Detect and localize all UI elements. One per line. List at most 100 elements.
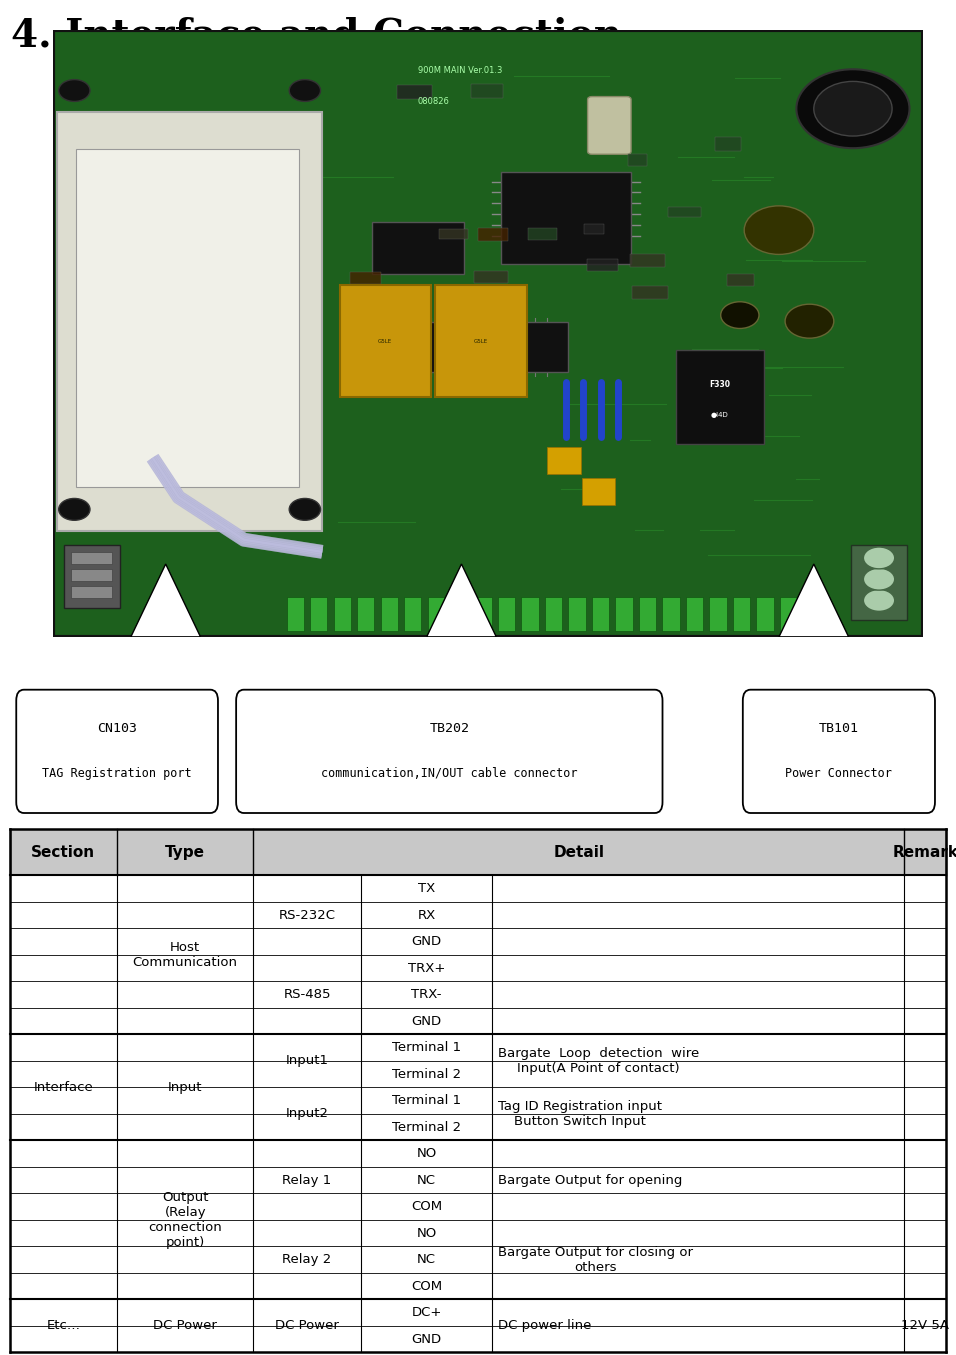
FancyBboxPatch shape (53, 30, 923, 637)
Text: TB202: TB202 (429, 722, 469, 736)
Text: Tag ID Registration input
Button Switch Input: Tag ID Registration input Button Switch … (498, 1100, 662, 1127)
FancyBboxPatch shape (632, 286, 667, 298)
FancyBboxPatch shape (528, 228, 557, 240)
Text: NO: NO (417, 1148, 437, 1160)
FancyBboxPatch shape (743, 690, 935, 813)
FancyBboxPatch shape (851, 545, 907, 619)
Text: Bargate Output for opening: Bargate Output for opening (498, 1173, 683, 1187)
FancyBboxPatch shape (588, 96, 631, 154)
Text: Terminal 2: Terminal 2 (392, 1121, 461, 1134)
Text: Etc…: Etc… (47, 1320, 80, 1332)
FancyBboxPatch shape (380, 596, 398, 631)
FancyBboxPatch shape (630, 255, 665, 267)
FancyBboxPatch shape (628, 153, 647, 165)
Circle shape (721, 302, 759, 328)
Text: Bargate Output for closing or
others: Bargate Output for closing or others (498, 1245, 693, 1274)
FancyBboxPatch shape (435, 285, 527, 397)
FancyBboxPatch shape (398, 85, 432, 99)
FancyBboxPatch shape (404, 596, 422, 631)
Circle shape (863, 568, 895, 591)
Text: CN103: CN103 (98, 722, 137, 736)
Text: DC power line: DC power line (498, 1320, 591, 1332)
Circle shape (863, 547, 895, 569)
Text: Section: Section (32, 844, 96, 860)
Text: 900M MAIN Ver.01.3: 900M MAIN Ver.01.3 (418, 66, 502, 76)
FancyBboxPatch shape (350, 272, 381, 285)
Text: TB101: TB101 (819, 722, 858, 736)
FancyBboxPatch shape (685, 596, 704, 631)
Text: DC+: DC+ (411, 1306, 442, 1318)
FancyBboxPatch shape (427, 596, 445, 631)
FancyBboxPatch shape (501, 172, 631, 263)
Text: Host
Communication: Host Communication (133, 940, 238, 969)
Text: Input: Input (168, 1081, 203, 1093)
Bar (10, 829, 946, 1352)
Text: F330: F330 (709, 381, 730, 389)
Circle shape (863, 589, 895, 611)
FancyBboxPatch shape (545, 596, 562, 631)
FancyBboxPatch shape (587, 259, 618, 271)
FancyBboxPatch shape (470, 84, 503, 98)
FancyBboxPatch shape (715, 137, 741, 150)
Circle shape (290, 499, 320, 520)
Circle shape (796, 69, 909, 148)
Text: NO: NO (417, 1226, 437, 1240)
FancyBboxPatch shape (581, 478, 616, 504)
Text: TRX-: TRX- (411, 988, 442, 1001)
FancyBboxPatch shape (57, 111, 322, 531)
Circle shape (785, 304, 834, 339)
FancyBboxPatch shape (478, 228, 509, 241)
Text: TRX+: TRX+ (408, 962, 445, 974)
Polygon shape (779, 564, 849, 637)
Text: GND: GND (411, 1015, 442, 1027)
FancyBboxPatch shape (16, 690, 218, 813)
Text: COM: COM (411, 1201, 442, 1213)
FancyBboxPatch shape (476, 322, 569, 371)
Text: NC: NC (417, 1253, 436, 1266)
Text: Input1: Input1 (286, 1054, 329, 1068)
Text: 12V 5A: 12V 5A (902, 1320, 949, 1332)
Text: RX: RX (418, 909, 436, 921)
FancyBboxPatch shape (310, 596, 328, 631)
FancyBboxPatch shape (727, 274, 753, 286)
FancyBboxPatch shape (663, 596, 680, 631)
Text: G5LE: G5LE (378, 339, 392, 344)
Text: Terminal 1: Terminal 1 (392, 1041, 461, 1054)
Text: Relay 1: Relay 1 (282, 1173, 332, 1187)
FancyBboxPatch shape (334, 596, 351, 631)
FancyBboxPatch shape (287, 596, 304, 631)
FancyBboxPatch shape (451, 596, 468, 631)
FancyBboxPatch shape (521, 596, 539, 631)
FancyBboxPatch shape (616, 596, 633, 631)
FancyBboxPatch shape (668, 207, 701, 217)
FancyBboxPatch shape (733, 596, 750, 631)
Circle shape (744, 206, 814, 255)
Text: G5LE: G5LE (473, 339, 488, 344)
Text: Terminal 2: Terminal 2 (392, 1068, 461, 1080)
Text: 4. Interface and Connection: 4. Interface and Connection (11, 16, 622, 54)
Text: GND: GND (411, 935, 442, 948)
FancyBboxPatch shape (372, 222, 464, 275)
FancyBboxPatch shape (676, 350, 764, 444)
Circle shape (814, 81, 892, 136)
Text: Terminal 1: Terminal 1 (392, 1093, 461, 1107)
Text: NC: NC (417, 1173, 436, 1187)
Text: Interface: Interface (33, 1081, 94, 1093)
Circle shape (290, 80, 320, 102)
FancyBboxPatch shape (372, 322, 464, 371)
Text: Output
(Relay
connection
point): Output (Relay connection point) (148, 1191, 222, 1249)
Text: RS-485: RS-485 (283, 988, 331, 1001)
Bar (10, 829, 946, 875)
FancyBboxPatch shape (592, 596, 609, 631)
FancyBboxPatch shape (439, 229, 467, 238)
FancyBboxPatch shape (474, 271, 509, 283)
Text: Input2: Input2 (286, 1107, 329, 1121)
FancyBboxPatch shape (71, 569, 112, 581)
FancyBboxPatch shape (76, 149, 299, 486)
FancyBboxPatch shape (584, 224, 604, 233)
Text: 080826: 080826 (418, 96, 450, 106)
Text: communication,IN/OUT cable connector: communication,IN/OUT cable connector (321, 767, 577, 780)
Circle shape (58, 80, 90, 102)
FancyBboxPatch shape (639, 596, 657, 631)
FancyBboxPatch shape (498, 596, 515, 631)
